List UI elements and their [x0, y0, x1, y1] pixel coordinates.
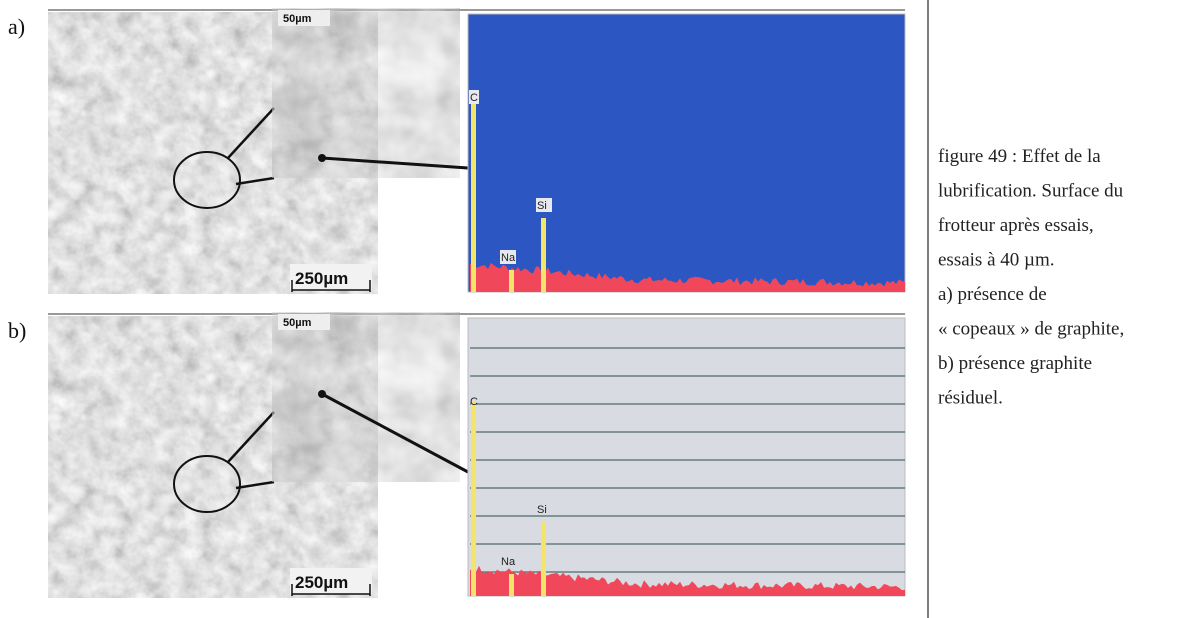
scale-bar-label: 250µm: [295, 573, 348, 592]
caption-line: figure 49 : Effet de la: [938, 146, 1101, 167]
peak-label: Na: [501, 556, 516, 568]
peak-label-box: [500, 250, 516, 264]
peak: [541, 522, 546, 596]
scale-box: [278, 314, 330, 330]
zoom-line: [235, 480, 275, 490]
caption-line: « copeaux » de graphite,: [938, 319, 1124, 340]
spot-line: [321, 156, 469, 170]
scale-bar-label: 250µm: [295, 269, 348, 288]
peak-label-box: [469, 90, 479, 104]
peak-label: Si: [537, 504, 547, 516]
zoom-image: [270, 6, 462, 180]
peak-label: Na: [501, 252, 516, 264]
peak: [509, 270, 514, 292]
scale-bar: [291, 584, 371, 596]
caption-line: résiduel.: [938, 388, 1003, 409]
zoom-line: [227, 411, 275, 463]
panel: a) 50µm 250µm C Na Si: [8, 6, 906, 294]
caption-line: b) présence graphite: [938, 353, 1092, 374]
caption-line: frotteur après essais,: [938, 215, 1094, 236]
panel-label: b): [8, 318, 26, 343]
peak-label-box: [536, 198, 552, 212]
caption-line: a) présence de: [938, 284, 1047, 305]
peak: [471, 402, 476, 596]
spot-line: [321, 392, 469, 474]
caption-line: lubrification. Surface du: [938, 181, 1124, 202]
peak-label: Si: [537, 200, 547, 212]
spectrum-floor: [470, 262, 905, 292]
zone-circle: [173, 151, 241, 209]
panel-label: a): [8, 14, 25, 39]
zoom-scale: 50µm: [283, 13, 312, 25]
zoom-line: [227, 107, 275, 159]
scale-box: [290, 264, 372, 290]
peak-label: C: [470, 396, 478, 408]
zoom-line: [235, 176, 275, 186]
panel: b) 50µm 250µm C Na Si: [8, 310, 906, 598]
scale-bar: [291, 280, 371, 292]
zoom-image: [270, 310, 462, 484]
zone-circle: [173, 455, 241, 513]
zoom-scale: 50µm: [283, 317, 312, 329]
peak-label: C: [470, 92, 478, 104]
peak: [541, 218, 546, 292]
scale-box: [290, 568, 372, 594]
peak: [471, 98, 476, 292]
spectrum: [467, 13, 906, 293]
peak: [509, 574, 514, 596]
spectrum: [467, 317, 906, 597]
caption-line: essais à 40 µm.: [938, 250, 1055, 271]
spectrum-floor: [470, 565, 905, 596]
scale-box: [278, 10, 330, 26]
